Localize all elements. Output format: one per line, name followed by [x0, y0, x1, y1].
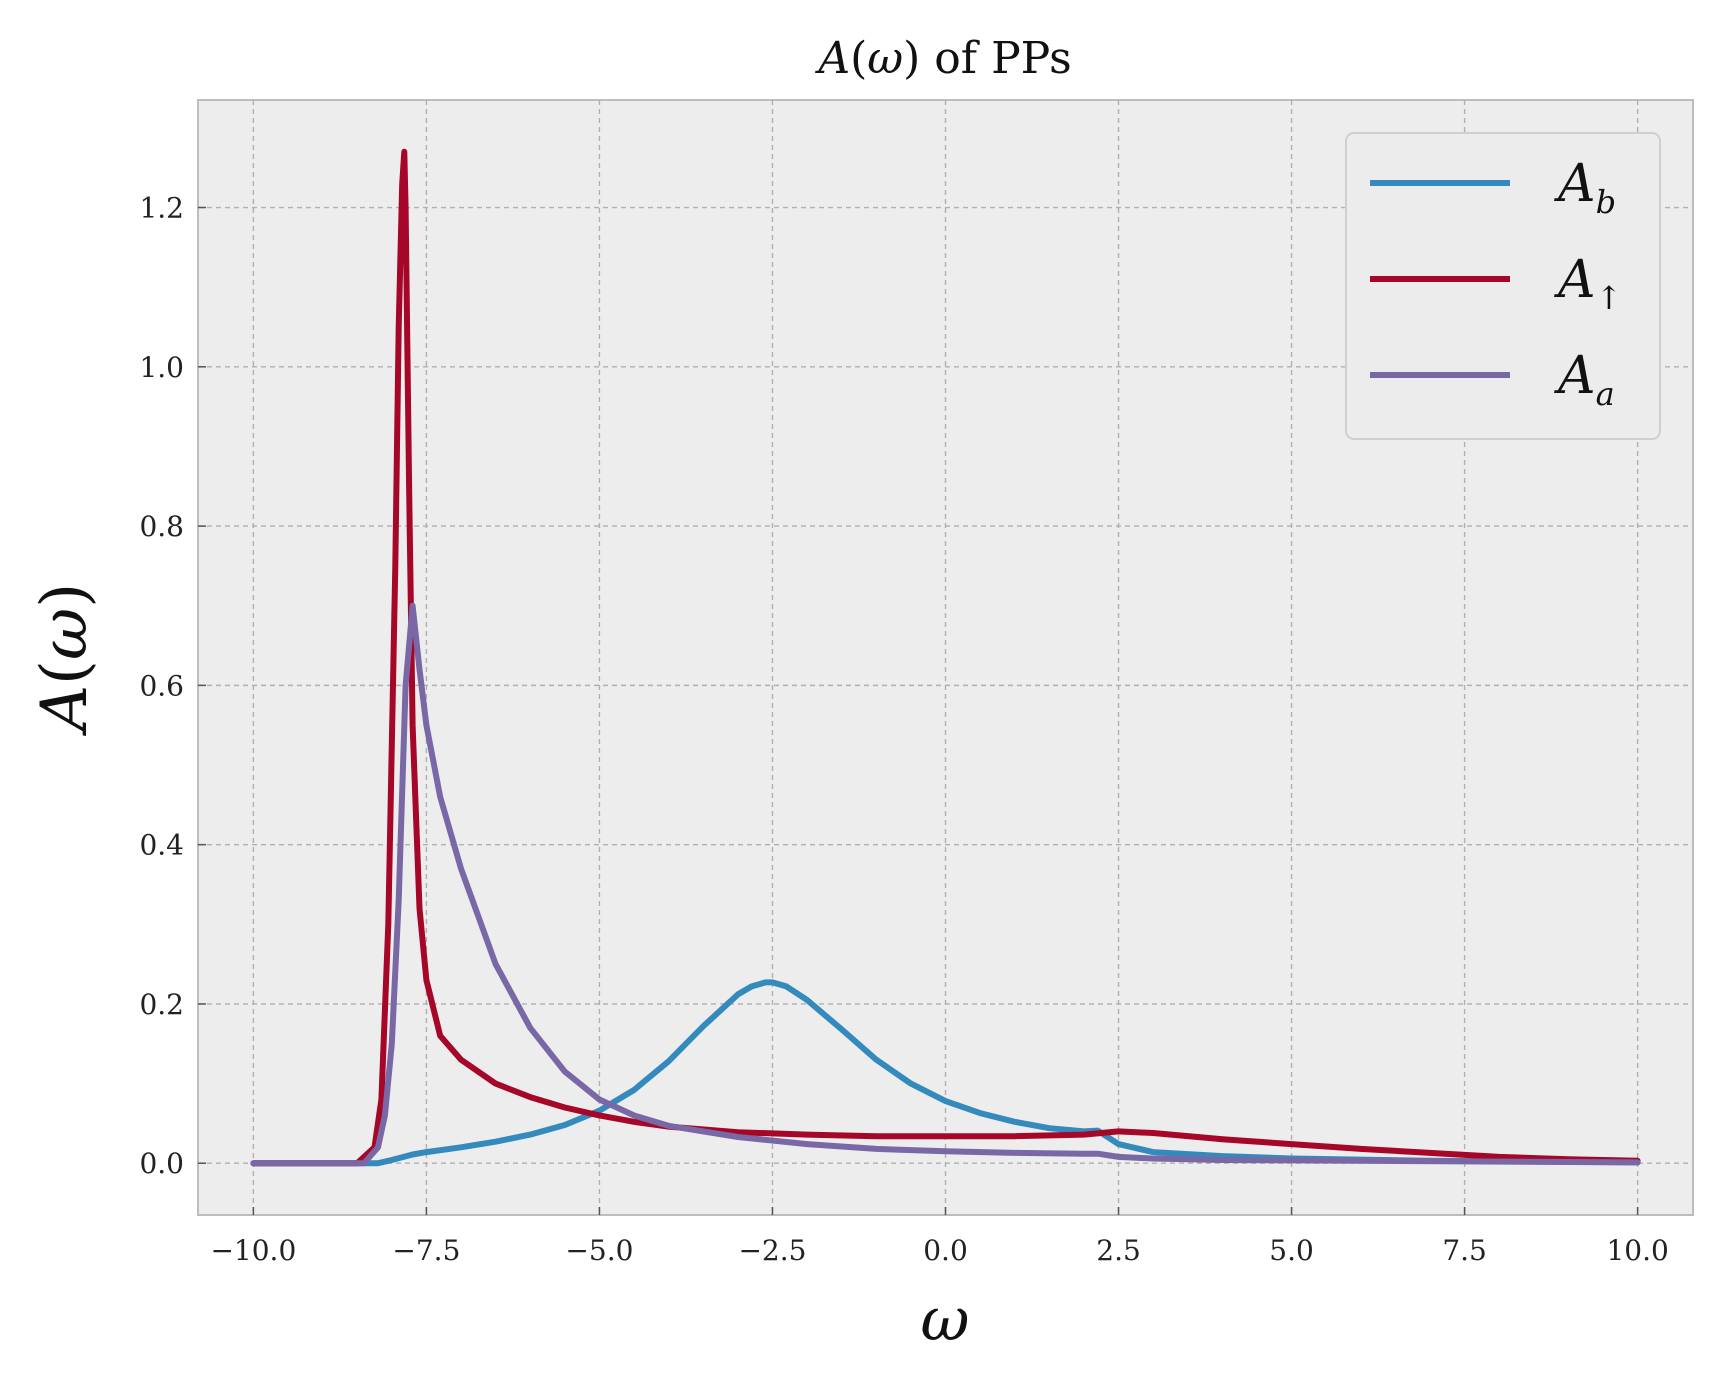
series-group — [250, 148, 1641, 1167]
y-tick-label: 0.6 — [139, 669, 184, 702]
legend: Ab A↑ Aa — [1345, 132, 1661, 440]
x-tick-label: −7.5 — [392, 1234, 460, 1267]
x-tick-label: −10.0 — [210, 1234, 296, 1267]
legend-label: Aa — [1554, 346, 1615, 413]
y-tick-label: 1.0 — [139, 351, 184, 384]
x-tick-label: 7.5 — [1442, 1234, 1487, 1267]
x-tick-label: −5.0 — [565, 1234, 633, 1267]
y-tick-label: 0.8 — [139, 510, 184, 543]
legend-label: A↑ — [1554, 250, 1622, 317]
y-tick-label: 0.4 — [139, 829, 184, 862]
x-axis-label: ω — [921, 1285, 970, 1355]
x-tick-label: 5.0 — [1269, 1234, 1314, 1267]
x-tick-label: −2.5 — [738, 1234, 806, 1267]
x-tick-label: 10.0 — [1606, 1234, 1668, 1267]
y-tick-label: 0.2 — [139, 988, 184, 1021]
x-tick-label: 2.5 — [1096, 1234, 1141, 1267]
ticks-group: −10.0 −7.5 −5.0 −2.5 0.0 2.5 5.0 7.5 10.0 0.0 0.2 0… — [139, 192, 1668, 1267]
x-tick-label: 0.0 — [923, 1234, 968, 1267]
y-tick-label: 0.0 — [139, 1147, 184, 1180]
y-tick-label: 1.2 — [139, 192, 184, 225]
chart-title: A(ω) of PPs — [814, 33, 1071, 84]
series-line-2 — [250, 148, 1641, 1167]
legend-box — [1345, 132, 1661, 440]
y-axis-label: A(ω) — [28, 583, 102, 736]
series-line-3 — [250, 602, 1641, 1167]
legend-label: Ab — [1554, 154, 1616, 221]
